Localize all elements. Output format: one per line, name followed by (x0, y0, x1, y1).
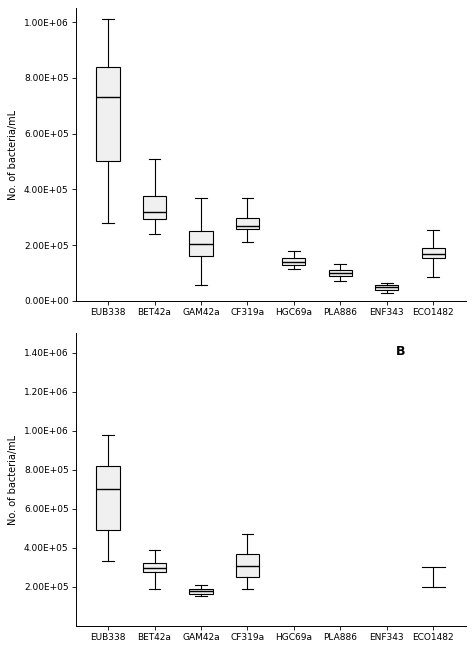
PathPatch shape (421, 248, 445, 259)
PathPatch shape (236, 218, 259, 229)
PathPatch shape (189, 589, 212, 594)
Y-axis label: No. of bacteria/mL: No. of bacteria/mL (9, 109, 18, 200)
PathPatch shape (143, 196, 166, 218)
PathPatch shape (189, 231, 212, 256)
PathPatch shape (282, 259, 305, 265)
PathPatch shape (97, 466, 120, 530)
PathPatch shape (143, 564, 166, 572)
Text: B: B (395, 345, 405, 358)
Y-axis label: No. of bacteria/mL: No. of bacteria/mL (9, 434, 18, 525)
PathPatch shape (97, 67, 120, 161)
PathPatch shape (328, 270, 352, 276)
PathPatch shape (375, 285, 398, 290)
PathPatch shape (236, 554, 259, 577)
